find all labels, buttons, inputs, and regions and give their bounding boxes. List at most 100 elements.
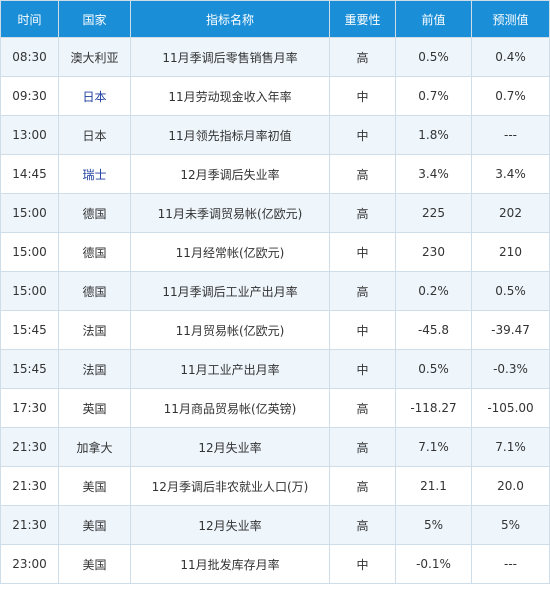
cell-indicator: 12月失业率 bbox=[130, 505, 330, 545]
cell-time: 17:30 bbox=[0, 388, 59, 428]
cell-importance: 高 bbox=[329, 37, 396, 77]
table-row: 15:45 法国 11月工业产出月率中 0.5% -0.3% bbox=[0, 349, 550, 389]
cell-importance: 高 bbox=[329, 154, 396, 194]
cell-country[interactable]: 日本 bbox=[58, 76, 131, 116]
cell-time: 21:30 bbox=[0, 505, 59, 545]
cell-previous: 7.1% bbox=[395, 427, 472, 467]
cell-country: 德国 bbox=[58, 193, 131, 233]
cell-indicator: 12月季调后失业率 bbox=[130, 154, 330, 194]
cell-forecast: --- bbox=[471, 115, 550, 155]
cell-time: 15:00 bbox=[0, 193, 59, 233]
header-importance: 重要性 bbox=[329, 0, 396, 38]
cell-previous: 5% bbox=[395, 505, 472, 545]
cell-importance: 高 bbox=[329, 427, 396, 467]
cell-indicator: 12月季调后非农就业人口(万) bbox=[130, 466, 330, 506]
cell-forecast: 7.1% bbox=[471, 427, 550, 467]
cell-importance: 高 bbox=[329, 466, 396, 506]
cell-country: 日本 bbox=[58, 115, 131, 155]
cell-previous: 0.5% bbox=[395, 349, 472, 389]
cell-forecast: 210 bbox=[471, 232, 550, 272]
table-row: 13:00 日本 11月领先指标月率初值中 1.8% --- bbox=[0, 115, 550, 155]
cell-time: 15:00 bbox=[0, 232, 59, 272]
cell-indicator: 11月未季调贸易帐(亿欧元) bbox=[130, 193, 330, 233]
table-row: 09:30 日本 11月劳动现金收入年率中 0.7% 0.7% bbox=[0, 76, 550, 116]
header-forecast: 预测值 bbox=[471, 0, 550, 38]
cell-importance: 中 bbox=[329, 115, 396, 155]
cell-time: 09:30 bbox=[0, 76, 59, 116]
cell-previous: 0.2% bbox=[395, 271, 472, 311]
cell-country: 美国 bbox=[58, 544, 131, 584]
cell-importance: 中 bbox=[329, 544, 396, 584]
cell-previous: -118.27 bbox=[395, 388, 472, 428]
cell-previous: -45.8 bbox=[395, 310, 472, 350]
cell-country: 澳大利亚 bbox=[58, 37, 131, 77]
cell-importance: 高 bbox=[329, 193, 396, 233]
cell-importance: 中 bbox=[329, 76, 396, 116]
cell-country[interactable]: 瑞士 bbox=[58, 154, 131, 194]
header-indicator: 指标名称 bbox=[130, 0, 330, 38]
cell-forecast: 20.0 bbox=[471, 466, 550, 506]
table-header-row: 时间 国家 指标名称 重要性 前值 预测值 bbox=[0, 0, 550, 38]
table-row: 08:30 澳大利亚 11月季调后零售销售月率高 0.5% 0.4% bbox=[0, 37, 550, 77]
cell-country: 法国 bbox=[58, 349, 131, 389]
cell-importance: 高 bbox=[329, 388, 396, 428]
cell-forecast: 0.7% bbox=[471, 76, 550, 116]
table-row: 23:00 美国 11月批发库存月率中 -0.1% --- bbox=[0, 544, 550, 584]
table-row: 15:00 德国 11月未季调贸易帐(亿欧元) 高 225 202 bbox=[0, 193, 550, 233]
cell-indicator: 12月失业率 bbox=[130, 427, 330, 467]
cell-time: 15:00 bbox=[0, 271, 59, 311]
cell-forecast: -0.3% bbox=[471, 349, 550, 389]
cell-time: 13:00 bbox=[0, 115, 59, 155]
cell-previous: 0.5% bbox=[395, 37, 472, 77]
header-time: 时间 bbox=[0, 0, 59, 38]
cell-forecast: -39.47 bbox=[471, 310, 550, 350]
cell-forecast: 0.4% bbox=[471, 37, 550, 77]
cell-country: 德国 bbox=[58, 271, 131, 311]
table-row: 21:30 美国 12月季调后非农就业人口(万) 高 21.1 20.0 bbox=[0, 466, 550, 506]
cell-importance: 中 bbox=[329, 310, 396, 350]
cell-time: 23:00 bbox=[0, 544, 59, 584]
cell-time: 08:30 bbox=[0, 37, 59, 77]
header-country: 国家 bbox=[58, 0, 131, 38]
cell-forecast: 0.5% bbox=[471, 271, 550, 311]
cell-time: 15:45 bbox=[0, 349, 59, 389]
cell-indicator: 11月领先指标月率初值 bbox=[130, 115, 330, 155]
cell-time: 21:30 bbox=[0, 427, 59, 467]
cell-country: 英国 bbox=[58, 388, 131, 428]
cell-importance: 高 bbox=[329, 505, 396, 545]
cell-forecast: 5% bbox=[471, 505, 550, 545]
cell-indicator: 11月贸易帐(亿欧元) bbox=[130, 310, 330, 350]
cell-importance: 中 bbox=[329, 349, 396, 389]
cell-time: 15:45 bbox=[0, 310, 59, 350]
cell-previous: 230 bbox=[395, 232, 472, 272]
cell-previous: 3.4% bbox=[395, 154, 472, 194]
cell-country: 法国 bbox=[58, 310, 131, 350]
cell-previous: 1.8% bbox=[395, 115, 472, 155]
cell-forecast: --- bbox=[471, 544, 550, 584]
cell-country: 美国 bbox=[58, 505, 131, 545]
table-row: 15:45 法国 11月贸易帐(亿欧元) 中 -45.8 -39.47 bbox=[0, 310, 550, 350]
cell-previous: -0.1% bbox=[395, 544, 472, 584]
table-row: 17:30 英国 11月商品贸易帐(亿英镑) 高 -118.27 -105.00 bbox=[0, 388, 550, 428]
cell-forecast: 3.4% bbox=[471, 154, 550, 194]
cell-country: 加拿大 bbox=[58, 427, 131, 467]
cell-forecast: 202 bbox=[471, 193, 550, 233]
table-row: 14:45 瑞士 12月季调后失业率高 3.4% 3.4% bbox=[0, 154, 550, 194]
cell-indicator: 11月季调后工业产出月率 bbox=[130, 271, 330, 311]
cell-indicator: 11月季调后零售销售月率 bbox=[130, 37, 330, 77]
cell-indicator: 11月工业产出月率 bbox=[130, 349, 330, 389]
cell-country: 美国 bbox=[58, 466, 131, 506]
table-row: 21:30 加拿大 12月失业率高 7.1% 7.1% bbox=[0, 427, 550, 467]
table-row: 15:00 德国 11月季调后工业产出月率高 0.2% 0.5% bbox=[0, 271, 550, 311]
cell-indicator: 11月商品贸易帐(亿英镑) bbox=[130, 388, 330, 428]
cell-country: 德国 bbox=[58, 232, 131, 272]
cell-time: 14:45 bbox=[0, 154, 59, 194]
cell-previous: 21.1 bbox=[395, 466, 472, 506]
cell-previous: 0.7% bbox=[395, 76, 472, 116]
table-row: 15:00 德国 11月经常帐(亿欧元) 中 230 210 bbox=[0, 232, 550, 272]
cell-indicator: 11月经常帐(亿欧元) bbox=[130, 232, 330, 272]
cell-importance: 中 bbox=[329, 232, 396, 272]
economic-calendar-table: 时间 国家 指标名称 重要性 前值 预测值 08:30 澳大利亚 11月季调后零售销… bbox=[0, 0, 550, 584]
cell-importance: 高 bbox=[329, 271, 396, 311]
cell-time: 21:30 bbox=[0, 466, 59, 506]
